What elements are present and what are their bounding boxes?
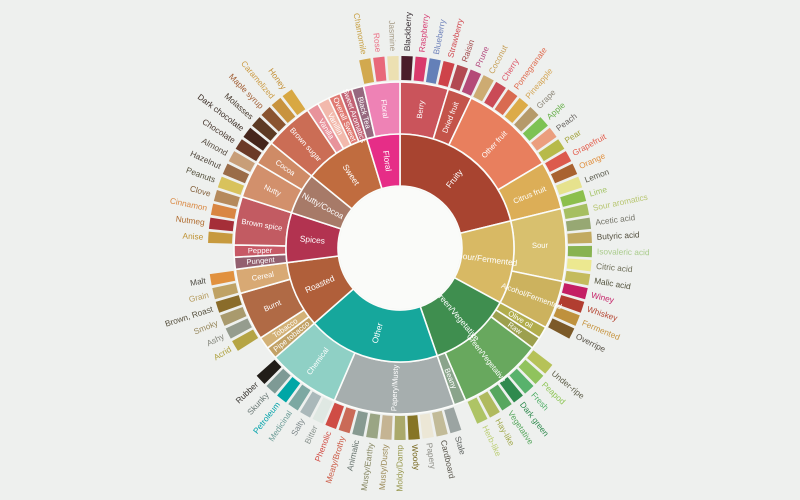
flavor-swatch-rose[interactable] [373, 56, 387, 82]
flavor-swatch-vegetative[interactable] [489, 384, 512, 411]
flavor-swatch-peach[interactable] [531, 127, 557, 151]
flavor-swatch-maple-syrup[interactable] [261, 107, 286, 132]
flavor-swatch-acetic-acid[interactable] [565, 217, 592, 232]
flavor-swatch-cherry[interactable] [484, 81, 506, 108]
flavor-swatch-phenolic[interactable] [325, 402, 344, 430]
flavor-swatch-brown-roast[interactable] [215, 295, 242, 313]
flavor-swatch-cardboard[interactable] [432, 410, 448, 437]
wheel-rings [233, 81, 567, 415]
flavor-swatch-honey[interactable] [282, 89, 306, 116]
flavor-swatch-pineapple[interactable] [504, 97, 529, 124]
flavor-swatch-anise[interactable] [208, 231, 233, 244]
flavor-swatch-cinnamon[interactable] [210, 203, 237, 219]
flavor-swatch-fermented[interactable] [553, 306, 580, 326]
flavor-swatch-skunky[interactable] [266, 368, 291, 394]
flavor-swatch-overripe[interactable] [548, 318, 575, 339]
flavor-swatch-musty-earthy[interactable] [366, 413, 381, 439]
flavor-swatch-rubber[interactable] [256, 359, 282, 385]
flavor-swatch-sour-aromatics[interactable] [563, 203, 590, 219]
category-wedge-fruity[interactable] [399, 133, 512, 235]
flavor-swatch-prune[interactable] [461, 69, 482, 96]
flavor-swatch-lime[interactable] [560, 190, 587, 207]
flavor-swatch-papery[interactable] [419, 413, 434, 439]
flavor-swatch-peanuts[interactable] [217, 176, 245, 195]
flavor-swatch-petroleum[interactable] [277, 377, 301, 403]
flavor-swatch-jasmine[interactable] [387, 56, 399, 81]
flavor-swatch-animalic[interactable] [352, 410, 368, 437]
wheel-center [339, 187, 461, 309]
flavor-swatch-grape[interactable] [514, 107, 539, 132]
flavor-swatch-isovaleric-acid[interactable] [567, 245, 592, 258]
flavor-swatch-strawberry[interactable] [438, 61, 455, 87]
flavor-swatch-meaty-brothy[interactable] [338, 407, 356, 434]
flavor-swatch-almond[interactable] [228, 151, 255, 173]
flavor-swatch-pear[interactable] [538, 139, 565, 162]
flavor-swatch-citric-acid[interactable] [566, 258, 592, 272]
flavor-swatch-raisin[interactable] [450, 64, 469, 91]
flavor-swatch-hazelnut[interactable] [222, 163, 250, 184]
flavor-swatch-raspberry[interactable] [413, 56, 427, 82]
flavor-swatch-grain[interactable] [212, 283, 239, 300]
subcategory-wedge-sour[interactable] [509, 207, 567, 283]
flavor-swatch-clove[interactable] [213, 190, 240, 207]
flavor-swatch-orange[interactable] [550, 163, 578, 184]
flavor-swatch-smoky[interactable] [220, 306, 247, 326]
flavor-swatch-dark-green[interactable] [499, 377, 523, 403]
flavor-swatch-stale[interactable] [444, 407, 462, 434]
flavor-swatch-lemon[interactable] [555, 176, 583, 195]
flavor-swatch-moldy-damp[interactable] [394, 415, 406, 440]
flavor-swatch-musty-dusty[interactable] [380, 415, 393, 440]
flavor-swatch-coconut[interactable] [473, 75, 494, 102]
flavor-swatch-butyric-acid[interactable] [567, 231, 592, 244]
flavor-swatch-chamomile[interactable] [359, 58, 375, 84]
category-wedge-floral[interactable] [365, 133, 401, 190]
flavor-swatch-dark-chocolate[interactable] [243, 127, 269, 151]
flavor-swatch-blackberry[interactable] [401, 56, 413, 81]
subcategory-wedge-pepper[interactable] [233, 244, 287, 258]
flavor-swatch-ashy[interactable] [225, 318, 252, 339]
flavor-swatch-fresh[interactable] [509, 368, 534, 394]
flavor-swatch-bitter[interactable] [312, 397, 333, 424]
flavor-swatch-molasses[interactable] [252, 117, 278, 141]
flavor-swatch-caramelized[interactable] [271, 97, 296, 124]
flavor-swatch-nutmeg[interactable] [208, 217, 235, 232]
flavor-swatch-medicinal[interactable] [288, 384, 311, 411]
flavor-swatch-blueberry[interactable] [425, 58, 441, 84]
flavor-swatch-hay-like[interactable] [478, 391, 500, 418]
flavor-swatches [208, 56, 592, 440]
flavor-swatch-grapefruit[interactable] [545, 151, 572, 173]
flavor-swatch-pomegranate[interactable] [494, 89, 518, 116]
flavor-swatch-under-ripe[interactable] [527, 350, 553, 374]
flavor-swatch-apple[interactable] [522, 117, 548, 141]
flavor-swatch-malt[interactable] [209, 270, 236, 286]
flavor-swatch-herb-like[interactable] [467, 397, 488, 424]
flavor-swatch-woody[interactable] [407, 415, 420, 440]
flavor-swatch-salty[interactable] [300, 391, 322, 418]
flavor-swatch-malic-acid[interactable] [564, 270, 591, 286]
flavor-swatch-whiskey[interactable] [558, 295, 585, 313]
flavor-swatch-peapod[interactable] [518, 359, 544, 385]
flavor-swatch-winey[interactable] [561, 283, 588, 300]
flavor-swatch-acrid[interactable] [232, 329, 259, 351]
flavor-swatch-chocolate[interactable] [235, 139, 262, 162]
